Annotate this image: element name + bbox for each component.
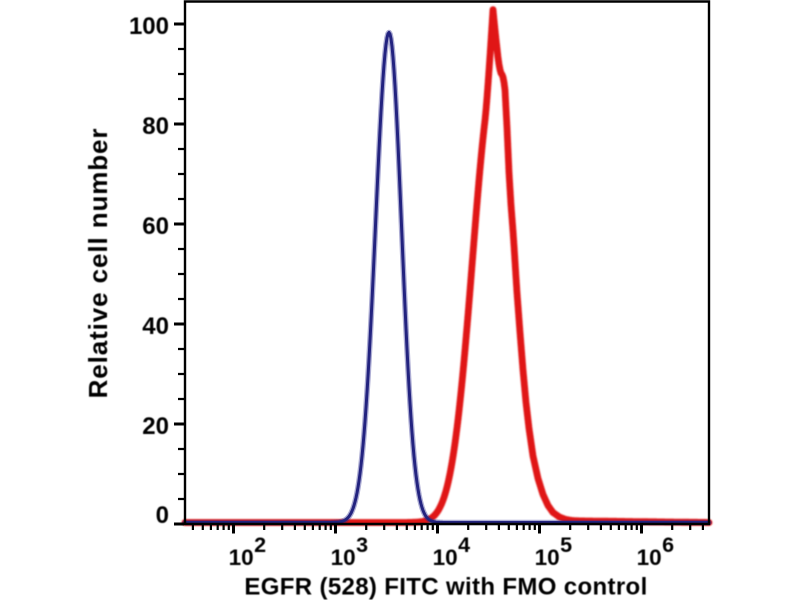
svg-text:20: 20 bbox=[142, 413, 169, 440]
svg-text:60: 60 bbox=[142, 213, 169, 240]
svg-text:Relative cell number: Relative cell number bbox=[83, 128, 113, 399]
svg-text:40: 40 bbox=[142, 313, 169, 340]
svg-text:EGFR (528) FITC with FMO contr: EGFR (528) FITC with FMO control bbox=[244, 574, 647, 601]
svg-text:100: 100 bbox=[129, 13, 169, 40]
svg-text:0: 0 bbox=[156, 502, 169, 529]
svg-text:80: 80 bbox=[142, 113, 169, 140]
